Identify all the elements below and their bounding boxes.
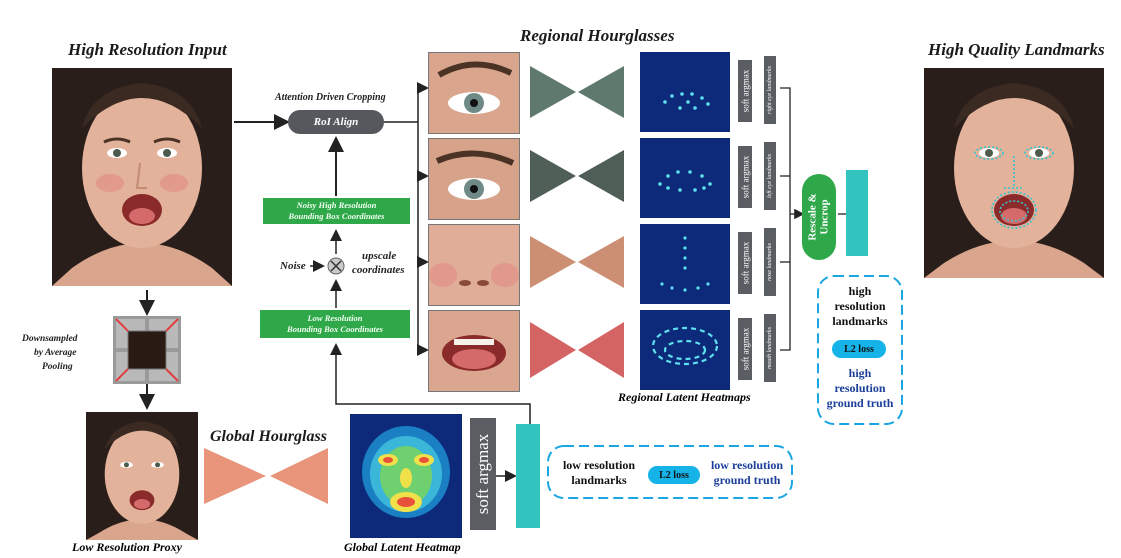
low-res-gt-text: low resolution ground truth (702, 458, 792, 488)
high-quality-landmarks-image (924, 68, 1104, 278)
hourglass-nose (530, 236, 624, 288)
soft-argmax-global: soft argmax (470, 418, 496, 530)
mouth-landmarks-label: mouth landmarks (764, 314, 776, 382)
crop-right-eye (428, 52, 520, 134)
high-res-gt-text: high resolution ground truth (818, 366, 902, 411)
hourglass-right-eye (530, 66, 624, 118)
title-high-res-input: High Resolution Input (68, 40, 227, 59)
soft-argmax-left-eye: soft argmax (738, 146, 752, 208)
noise-label: Noise (280, 260, 306, 272)
downsampled-label-3: Pooling (42, 362, 73, 372)
left-eye-landmarks-label: left eye landmarks (764, 142, 776, 210)
regional-latent-heatmaps-label: Regional Latent Heatmaps (618, 390, 751, 404)
heatmap-left-eye (640, 138, 730, 218)
high-res-landmarks-line2: resolution (834, 299, 886, 313)
upscale-label-1: upscale (362, 250, 397, 262)
roi-align-node: RoI Align (288, 110, 384, 134)
high-res-landmarks-line3: landmarks (832, 314, 888, 328)
high-res-loss-box (817, 275, 903, 425)
lowres-bbox-box: Low Resolution Bounding Box Coordinates (260, 310, 410, 338)
noisy-bbox-line2: Bounding Box Coordinates (288, 211, 385, 221)
low-res-gt-line2: ground truth (713, 473, 781, 487)
low-res-gt-line1: low resolution (710, 458, 784, 472)
title-high-quality-landmarks: High Quality Landmarks (928, 40, 1105, 59)
low-res-teal-bar (516, 424, 540, 528)
soft-argmax-nose: soft argmax (738, 232, 752, 294)
low-res-proxy-label: Low Resolution Proxy (72, 540, 183, 554)
lowres-bbox-line2: Bounding Box Coordinates (287, 324, 383, 334)
global-latent-heatmap-label: Global Latent Heatmap (344, 540, 461, 554)
high-res-gt-line3: ground truth (826, 396, 894, 410)
pooling-grid-icon (113, 316, 181, 384)
hourglass-left-eye (530, 150, 624, 202)
low-res-landmarks-line2: landmarks (571, 473, 627, 487)
crop-left-eye (428, 138, 520, 220)
hourglass-global (204, 448, 328, 504)
nose-landmarks-label: nose landmarks (764, 228, 776, 296)
low-res-loss-box (547, 445, 793, 499)
noisy-bbox-line1: Noisy High Resolution (296, 200, 377, 210)
downsampled-label-1: Downsampled (22, 334, 78, 344)
low-res-proxy-image (86, 412, 198, 540)
crop-nose (428, 224, 520, 306)
high-res-teal-bar (846, 170, 868, 256)
high-res-l2-loss: L2 loss (832, 340, 886, 358)
high-res-landmarks-text: high resolution landmarks (818, 284, 902, 329)
heatmap-nose (640, 224, 730, 304)
soft-argmax-right-eye: soft argmax (738, 60, 752, 122)
rescale-uncrop-line1: Rescale & (807, 193, 819, 241)
rescale-uncrop-line2: Uncrop (819, 199, 831, 235)
hourglass-mouth (530, 322, 624, 378)
high-res-gt-line1: high (848, 366, 872, 380)
right-eye-landmarks-label: right eye landmarks (764, 56, 776, 124)
attention-cropping-label: Attention Driven Cropping (275, 92, 386, 103)
high-res-input-image (52, 68, 232, 286)
rescale-uncrop-node: Rescale & Uncrop (802, 174, 836, 260)
crop-mouth (428, 310, 520, 392)
title-regional-hourglasses: Regional Hourglasses (520, 26, 675, 45)
cross-circle-icon (327, 257, 345, 275)
noisy-bbox-box: Noisy High Resolution Bounding Box Coord… (263, 198, 410, 224)
low-res-l2-loss: L2 loss (648, 466, 700, 484)
low-res-landmarks-line1: low resolution (562, 458, 636, 472)
downsampled-label-2: by Average (34, 348, 77, 358)
low-res-landmarks-text: low resolution landmarks (556, 458, 642, 488)
global-latent-heatmap (350, 414, 462, 538)
title-global-hourglass: Global Hourglass (210, 428, 327, 445)
upscale-label-2: coordinates (352, 264, 405, 276)
heatmap-mouth (640, 310, 730, 390)
lowres-bbox-line1: Low Resolution (307, 313, 363, 323)
heatmap-right-eye (640, 52, 730, 132)
high-res-landmarks-line1: high (848, 284, 872, 298)
soft-argmax-mouth: soft argmax (738, 318, 752, 380)
high-res-gt-line2: resolution (834, 381, 886, 395)
